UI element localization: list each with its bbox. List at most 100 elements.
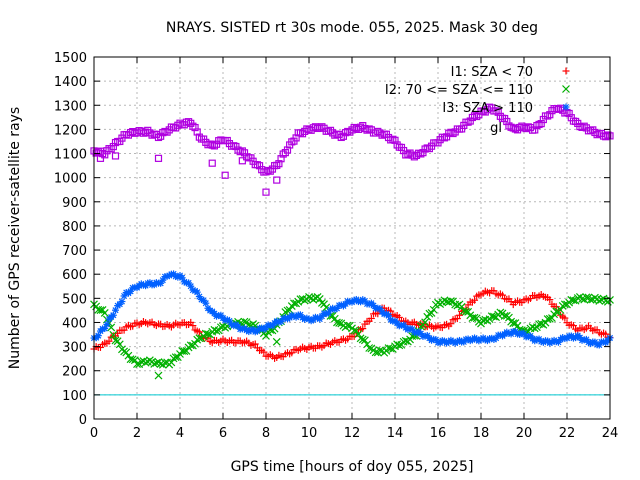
y-tick-label: 1000 [54, 172, 87, 187]
data-point-square [479, 107, 487, 115]
data-point-plus [546, 296, 554, 304]
data-point-plus [456, 311, 463, 319]
data-point-plus [195, 328, 203, 336]
data-point-cross [182, 346, 191, 355]
y-tick-label: 1300 [54, 99, 87, 114]
data-point-square [230, 142, 238, 150]
outlier-point [208, 159, 216, 167]
data-point-square [565, 109, 573, 118]
data-point-cross [386, 344, 395, 353]
data-point-square [318, 123, 326, 131]
series-2 [90, 292, 614, 369]
data-point-square [492, 107, 500, 115]
data-point-cross [191, 339, 199, 348]
y-tick-label: 300 [62, 341, 87, 356]
data-point-square [107, 145, 115, 153]
outlier-point [154, 371, 163, 380]
data-point-cross [376, 346, 384, 355]
data-point-cross [509, 319, 518, 328]
data-point-cross [356, 334, 365, 343]
data-point-square [571, 117, 580, 126]
data-point-square [391, 136, 399, 144]
data-point-square [602, 133, 610, 141]
data-point-square [243, 153, 251, 161]
outliers [154, 337, 281, 380]
data-point-square [253, 161, 261, 169]
data-point-square [283, 146, 292, 154]
data-point-plus [260, 348, 268, 356]
x-tick-label: 24 [602, 426, 619, 441]
legend-label-i1: I1: SZA < 70 [451, 65, 533, 80]
outlier-point [221, 171, 229, 179]
y-tick-label: 1200 [54, 123, 87, 138]
data-point-square [195, 133, 203, 141]
data-point-square [185, 118, 193, 126]
y-tick-label: 1500 [54, 51, 87, 66]
legend-label-gl: gl [490, 121, 502, 136]
x-tick-label: 4 [176, 426, 184, 441]
data-point-square [109, 142, 117, 151]
legend-markers [562, 67, 570, 111]
data-point-cross [354, 330, 363, 338]
data-point-square [273, 161, 281, 169]
legend-marker-cross [562, 85, 570, 93]
data-point-cross [464, 307, 473, 316]
y-tick-label: 500 [62, 292, 87, 307]
data-point-cross [262, 331, 270, 340]
data-point-square [208, 141, 216, 149]
data-point-square [537, 120, 545, 128]
data-point-square [470, 112, 479, 120]
chart-title: NRAYS. SISTED rt 30s mode. 055, 2025. Ma… [166, 20, 538, 36]
data-point-cross [133, 360, 141, 369]
data-point-square [279, 150, 287, 158]
data-point-square [210, 142, 218, 150]
data-point-square [563, 108, 571, 117]
data-point-square [546, 111, 554, 119]
data-point-square [481, 108, 489, 116]
data-point-plus [251, 340, 259, 348]
data-point-plus [447, 320, 455, 328]
y-tick-label: 1100 [54, 148, 87, 163]
data-point-cross [240, 317, 249, 326]
data-point-square [503, 117, 511, 126]
data-point-plus [367, 314, 375, 322]
data-point-cross [195, 334, 204, 343]
data-point-square [531, 126, 539, 134]
data-point-cross [186, 341, 195, 350]
x-tick-label: 2 [133, 426, 141, 441]
outlier-point [238, 157, 246, 165]
ticks: 0 2 4 6 8 10 12 14 16 18 20 22 240100200300400500600… [54, 51, 618, 441]
data-point-cross [204, 330, 212, 338]
x-tick-label: 0 [90, 426, 98, 441]
data-point-cross [401, 336, 410, 345]
data-point-square [161, 127, 169, 136]
data-point-square [419, 149, 427, 157]
data-point-square [277, 155, 285, 163]
data-point-square [417, 150, 425, 158]
x-axis-label: GPS time [hours of doy 055, 2025] [231, 459, 474, 475]
y-tick-label: 0 [79, 413, 87, 428]
data-point-square [339, 132, 347, 140]
data-point-square [415, 149, 423, 157]
outlier-point [96, 154, 105, 162]
data-point-square [337, 133, 345, 142]
x-tick-label: 14 [387, 426, 404, 441]
x-tick-label: 12 [344, 426, 361, 441]
outlier-point [111, 152, 120, 160]
data-point-square [604, 131, 612, 139]
data-point-cross [290, 299, 298, 308]
data-point-square [111, 138, 120, 147]
data-point-plus [359, 325, 367, 333]
outlier-point [272, 337, 281, 346]
data-point-cross [429, 305, 438, 314]
data-point-cross [371, 348, 380, 357]
y-axis-label: Number of GPS receiver-satellite rays [7, 107, 23, 369]
data-point-square [554, 105, 563, 113]
data-point-cross [586, 295, 595, 304]
data-point-square [344, 127, 352, 136]
data-point-cross [578, 295, 586, 303]
data-point-cross [421, 318, 430, 327]
x-tick-label: 6 [219, 426, 227, 441]
data-point-cross [315, 295, 324, 303]
